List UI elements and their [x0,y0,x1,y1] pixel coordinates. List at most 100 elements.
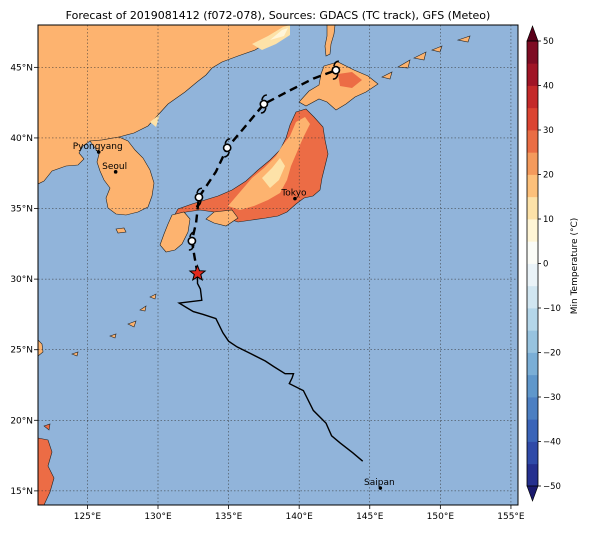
colorbar-tick-label: −30 [543,393,561,403]
cyclone-arm [261,94,267,101]
colorbar-label: Min Temperature (°C) [570,218,580,315]
lon-tick-label: 145°E [356,512,384,522]
land-sakhalin [324,25,336,57]
colorbar-extend-max [526,25,539,42]
land-korea [89,136,155,216]
colorbar-tick-label: −50 [543,482,561,492]
colorbar-band [527,441,538,465]
lon-tick-label: 125°E [74,512,102,522]
lat-tick-label: 45°N [10,63,33,73]
cyclone-marker [331,60,341,80]
colorbar-tick-label: 10 [543,215,554,225]
colorbar-band [527,41,538,64]
land-ryukyu [71,293,157,357]
longitude-axis: 125°E 130°E 135°E 140°E 145°E 150°E 155°E [74,505,525,522]
cyclone-arm [224,138,231,144]
map-area: Pyongyang Seoul Tokyo Saipan [38,25,518,505]
cyclone-marker [259,94,269,114]
colorbar-tick-label: −20 [543,349,561,359]
colorbar-band [527,263,538,287]
cities: Pyongyang Seoul Tokyo Saipan [73,142,395,490]
land-cool-patch [262,158,285,188]
colorbar-band [527,397,538,420]
city-dot [293,196,297,201]
colorbar-tick-label: −40 [543,438,561,448]
city-label: Seoul [102,162,127,172]
land-luzon [38,437,55,505]
lon-tick-label: 140°E [285,512,313,522]
cyclone-eye [187,236,197,246]
colorbar-tick-label: 40 [543,82,554,92]
colorbar-extend-min [526,485,539,502]
lat-tick-label: 40°N [10,134,33,144]
land-mainland [38,25,291,185]
lon-tick-label: 135°E [215,512,243,522]
land-masses [38,25,471,505]
lat-tick-label: 25°N [10,346,33,356]
cyclone-arm [332,74,339,80]
lon-tick-label: 150°E [427,512,455,522]
colorbar-band [527,419,538,442]
colorbar-band [527,219,538,242]
colorbar-band [527,196,538,220]
lon-tick-label: 130°E [144,512,172,522]
storm-track [177,60,364,462]
lat-tick-label: 30°N [10,275,33,285]
city-dot [113,170,118,174]
land-shikoku [205,209,239,227]
cyclone-marker [222,138,232,158]
cyclone-arm [189,231,195,238]
colorbar-tick-label: 0 [543,260,548,270]
colorbar-band [527,352,538,376]
track-observed-line [177,273,364,462]
colorbar-band [527,85,538,109]
colorbar-band [527,463,538,487]
colorbar-tick-label: 30 [543,126,554,136]
lat-tick-label: 15°N [10,487,33,497]
lat-tick-label: 35°N [10,205,33,215]
cyclone-marker [194,187,204,207]
colorbar: −50 −40 −30 −20 −10 0 10 20 30 40 50 [526,25,561,502]
land-hokkaido [298,61,379,111]
colorbar-tick-label: −10 [543,304,561,314]
land-cool-patch [150,114,160,127]
land-kyushu [159,211,191,253]
colorbar-band [527,174,538,198]
graticule [38,25,518,505]
colorbar-tick-label: 20 [543,171,554,181]
colorbar-band [527,308,538,331]
colorbar-band [527,107,538,131]
lon-tick-label: 155°E [497,512,525,522]
city-label: Tokyo [280,189,307,199]
cyclone-arm [260,107,267,114]
cyclone-arm [195,201,202,207]
figure-title: Forecast of 2019081412 (f072-078), Sourc… [66,9,491,22]
current-position-star [188,264,207,282]
land-jeju [115,227,127,234]
cyclone-arm [196,187,202,194]
colorbar-band [527,241,538,264]
land-kurils [381,35,471,80]
land-luzon-island [43,423,51,431]
city-label: Saipan [364,478,395,488]
cyclone-arm [188,244,195,251]
lat-tick-label: 20°N [10,416,33,426]
cyclone-eye [331,65,341,75]
cyclone-arm [333,60,339,67]
cyclone-eye [194,192,204,202]
land-hot-patch [338,72,362,88]
city-dot [96,150,101,154]
colorbar-band [527,285,538,309]
city-label: Pyongyang [73,142,123,152]
land-cold-patch [270,28,288,40]
colorbar-band [527,330,538,353]
cyclone-marker [187,231,197,251]
latitude-axis: 15°N 20°N 25°N 30°N 35°N 40°N 45°N [10,63,38,497]
colorbar-band [527,374,538,398]
city-dot [378,486,383,490]
map-frame [37,24,519,506]
colorbar-band [527,63,538,86]
colorbar-band [527,152,538,175]
